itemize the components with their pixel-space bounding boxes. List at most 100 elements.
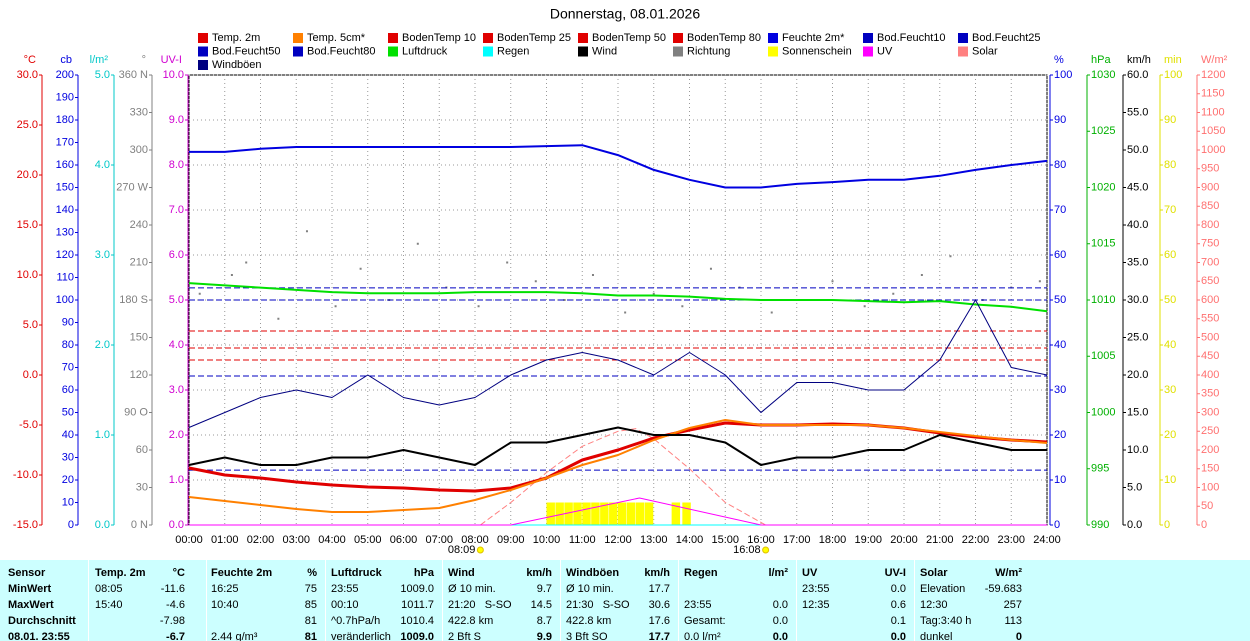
y-tick-label: 1150 (1201, 88, 1225, 100)
y-tick-label: 70 (62, 361, 74, 373)
y-tick-label: 50 (1201, 500, 1213, 512)
scatter-point (770, 311, 773, 314)
x-tick-label: 02:00 (247, 534, 275, 546)
table-cell: 2 Bft S (448, 631, 482, 641)
table-cell: Regen (684, 567, 718, 579)
x-tick-label: 11:00 (569, 534, 596, 546)
sun-time: 08:09 (448, 544, 476, 556)
y-tick-label: 1.0 (95, 429, 110, 441)
scatter-point (920, 274, 923, 276)
y-tick-label: 30.0 (1127, 294, 1148, 306)
table-cell: 12:35 (802, 599, 830, 611)
series-line (189, 497, 1047, 526)
scatter-point (230, 274, 233, 276)
y-tick-label: 25.0 (17, 119, 38, 131)
y-tick-label: 995 (1091, 463, 1109, 475)
series-line (188, 419, 1048, 513)
y-tick-label: 100 (1201, 481, 1219, 493)
bar (626, 502, 636, 525)
x-tick-label: 06:00 (390, 534, 418, 546)
table-cell: 21:20 S-SO (448, 599, 512, 611)
y-tick-label: -10.0 (13, 469, 38, 481)
y-tick-label: 150 (56, 181, 74, 193)
y-tick-label: 550 (1201, 313, 1219, 325)
y-tick-label: 20 (1054, 429, 1066, 441)
table-cell: 1009.0 (400, 583, 434, 595)
table-cell: 08.01. 23:55 (8, 631, 70, 641)
table-cell: 23:55 (684, 599, 712, 611)
x-tick-label: 09:00 (497, 534, 525, 546)
table-cell: 12:30 (920, 599, 948, 611)
scatter-point (305, 230, 308, 233)
table-cell: 10:40 (211, 599, 239, 611)
legend-swatch (388, 46, 398, 57)
bar (600, 502, 609, 525)
legend-swatch (198, 33, 208, 43)
table-separator (206, 560, 207, 641)
y-tick-label: 140 (56, 204, 74, 216)
table-cell: 8.7 (536, 615, 552, 627)
table-cell: -6.7 (166, 631, 185, 641)
y-tick-label: 80 (1164, 159, 1176, 171)
y-tick-label: 30.0 (17, 69, 38, 81)
x-tick-label: 12:00 (604, 534, 632, 546)
legend-label: Wind (592, 45, 617, 57)
y-tick-label: 0 (1201, 519, 1207, 531)
table-cell: -4.6 (166, 599, 185, 611)
legend-swatch (863, 33, 873, 43)
bar (573, 502, 582, 525)
y-tick-label: 0.0 (23, 369, 38, 381)
legend-label: Windböen (212, 59, 262, 71)
axis-label: l/m² (90, 54, 109, 66)
table-cell: 75 (304, 583, 317, 595)
bar (555, 502, 564, 525)
legend-swatch (293, 46, 303, 57)
legend-label: Bod.Feucht10 (877, 32, 946, 44)
x-tick-label: 00:00 (175, 534, 203, 546)
x-tick-label: 18:00 (819, 534, 847, 546)
table-cell: Feuchte 2m (211, 567, 273, 579)
y-tick-label: 150 (1201, 463, 1219, 475)
y-tick-label: 1010 (1091, 294, 1115, 306)
scatter-point (1038, 280, 1041, 283)
scatter-point (563, 299, 566, 301)
y-tick-label: 0 (68, 519, 74, 531)
bar (671, 502, 681, 525)
y-tick-label: 15.0 (1127, 406, 1148, 418)
legend-swatch (578, 46, 588, 57)
y-tick-label: 200 (1201, 444, 1219, 456)
legend-swatch (578, 33, 588, 43)
bar (582, 502, 591, 525)
y-tick-label: 90 O (124, 406, 148, 418)
y-tick-label: 850 (1201, 200, 1219, 212)
table-separator (560, 560, 561, 641)
y-tick-label: 60 (1164, 249, 1176, 261)
y-tick-label: 50 (62, 406, 74, 418)
legend-label: BodenTemp 50 (592, 32, 666, 44)
y-tick-label: 0 (1164, 519, 1170, 531)
table-cell: 17.6 (648, 615, 670, 627)
table-cell: MinWert (8, 583, 52, 595)
y-tick-label: 270 W (116, 181, 148, 193)
y-tick-label: 1000 (1201, 144, 1225, 156)
axis-label: °C (24, 54, 36, 66)
x-tick-label: 16:00 (747, 534, 775, 546)
axis-label: km/h (1127, 54, 1151, 66)
y-tick-label: 170 (56, 136, 74, 148)
y-tick-label: 240 (130, 219, 148, 231)
table-cell: 0.0 (890, 583, 906, 595)
table-cell: 23:55 (331, 583, 359, 595)
y-tick-label: 10 (1164, 474, 1176, 486)
y-tick-label: 90 (1164, 114, 1176, 126)
table-cell: 0.0 l/m² (684, 631, 721, 641)
x-tick-label: 20:00 (890, 534, 918, 546)
legend-swatch (198, 60, 208, 70)
table-cell: 0.0 (772, 615, 788, 627)
legend-swatch (768, 46, 778, 57)
x-tick-label: 07:00 (425, 534, 453, 546)
bar (591, 502, 600, 525)
legend-label: Solar (972, 45, 998, 57)
y-tick-label: 400 (1201, 369, 1219, 381)
y-tick-label: 45.0 (1127, 181, 1148, 193)
